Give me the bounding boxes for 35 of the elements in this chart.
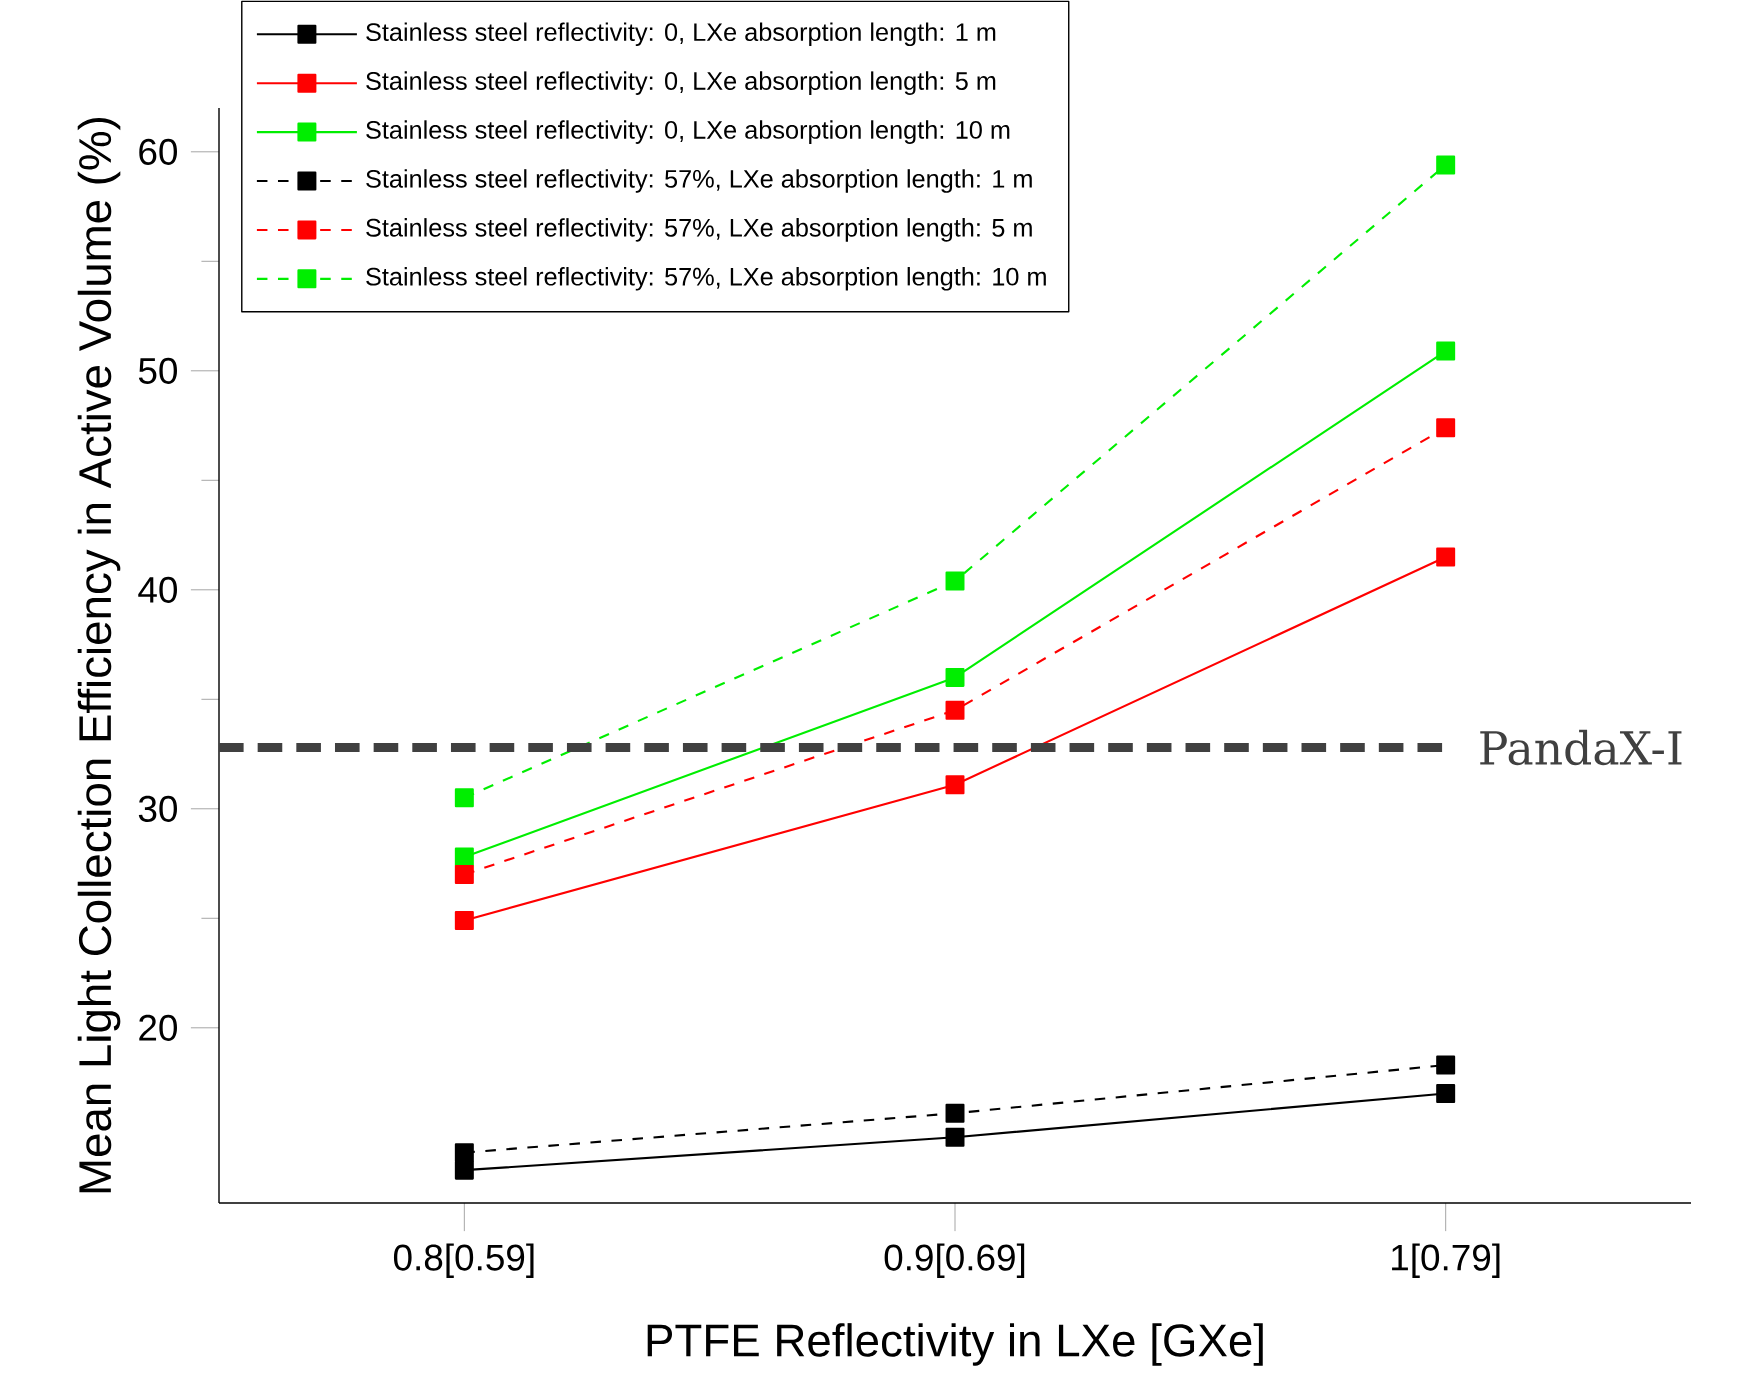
point <box>1436 1083 1456 1103</box>
ref-line-label: PandaX-I <box>1480 729 1682 765</box>
point <box>1436 547 1456 567</box>
point <box>454 788 474 808</box>
point <box>1436 155 1456 175</box>
point <box>454 847 474 867</box>
legend-label: Stainless steel reflectivity: 0, LXe absorption length: 1 m <box>366 22 996 46</box>
point <box>945 667 965 687</box>
legend-label: Stainless steel reflectivity: 57%, LXe absorption length: 5 m <box>366 217 1032 242</box>
y-tick-label: 30 <box>138 795 178 822</box>
legend-label: Stainless steel reflectivity: 57%, LXe absorption length: 10 m <box>366 266 1046 291</box>
legend-label: Stainless steel reflectivity: 0, LXe absorption length: 10 m <box>366 120 1010 144</box>
point <box>454 1142 474 1162</box>
y-tick-label: 50 <box>138 357 178 384</box>
point <box>454 864 474 884</box>
x-tick-label: 1[0.79] <box>1392 1243 1500 1278</box>
legend-label: Stainless steel reflectivity: 0, LXe absorption length: 5 m <box>366 71 996 95</box>
point <box>945 1103 965 1123</box>
point <box>454 910 474 930</box>
y-tick-label: 40 <box>138 576 178 603</box>
point <box>454 1160 474 1180</box>
point <box>945 571 965 591</box>
point <box>1436 341 1456 361</box>
legend-label: Stainless steel reflectivity: 57%, LXe absorption length: 1 m <box>366 168 1032 193</box>
point <box>1436 1055 1456 1075</box>
point <box>945 1127 965 1147</box>
x-axis-title: PTFE Reflectivity in LXe [GXe] <box>647 1322 1263 1366</box>
point <box>1436 418 1456 438</box>
point <box>945 775 965 794</box>
y-tick-label: 60 <box>139 138 178 165</box>
y-tick-label: 20 <box>139 1014 178 1041</box>
point <box>945 700 965 720</box>
x-tick-label: 0.9[0.69] <box>884 1243 1025 1278</box>
y-axis-title: Mean Light Collection Efficiency in Active Volume (%) <box>77 117 121 1193</box>
x-tick-label: 0.8[0.59] <box>393 1243 534 1278</box>
